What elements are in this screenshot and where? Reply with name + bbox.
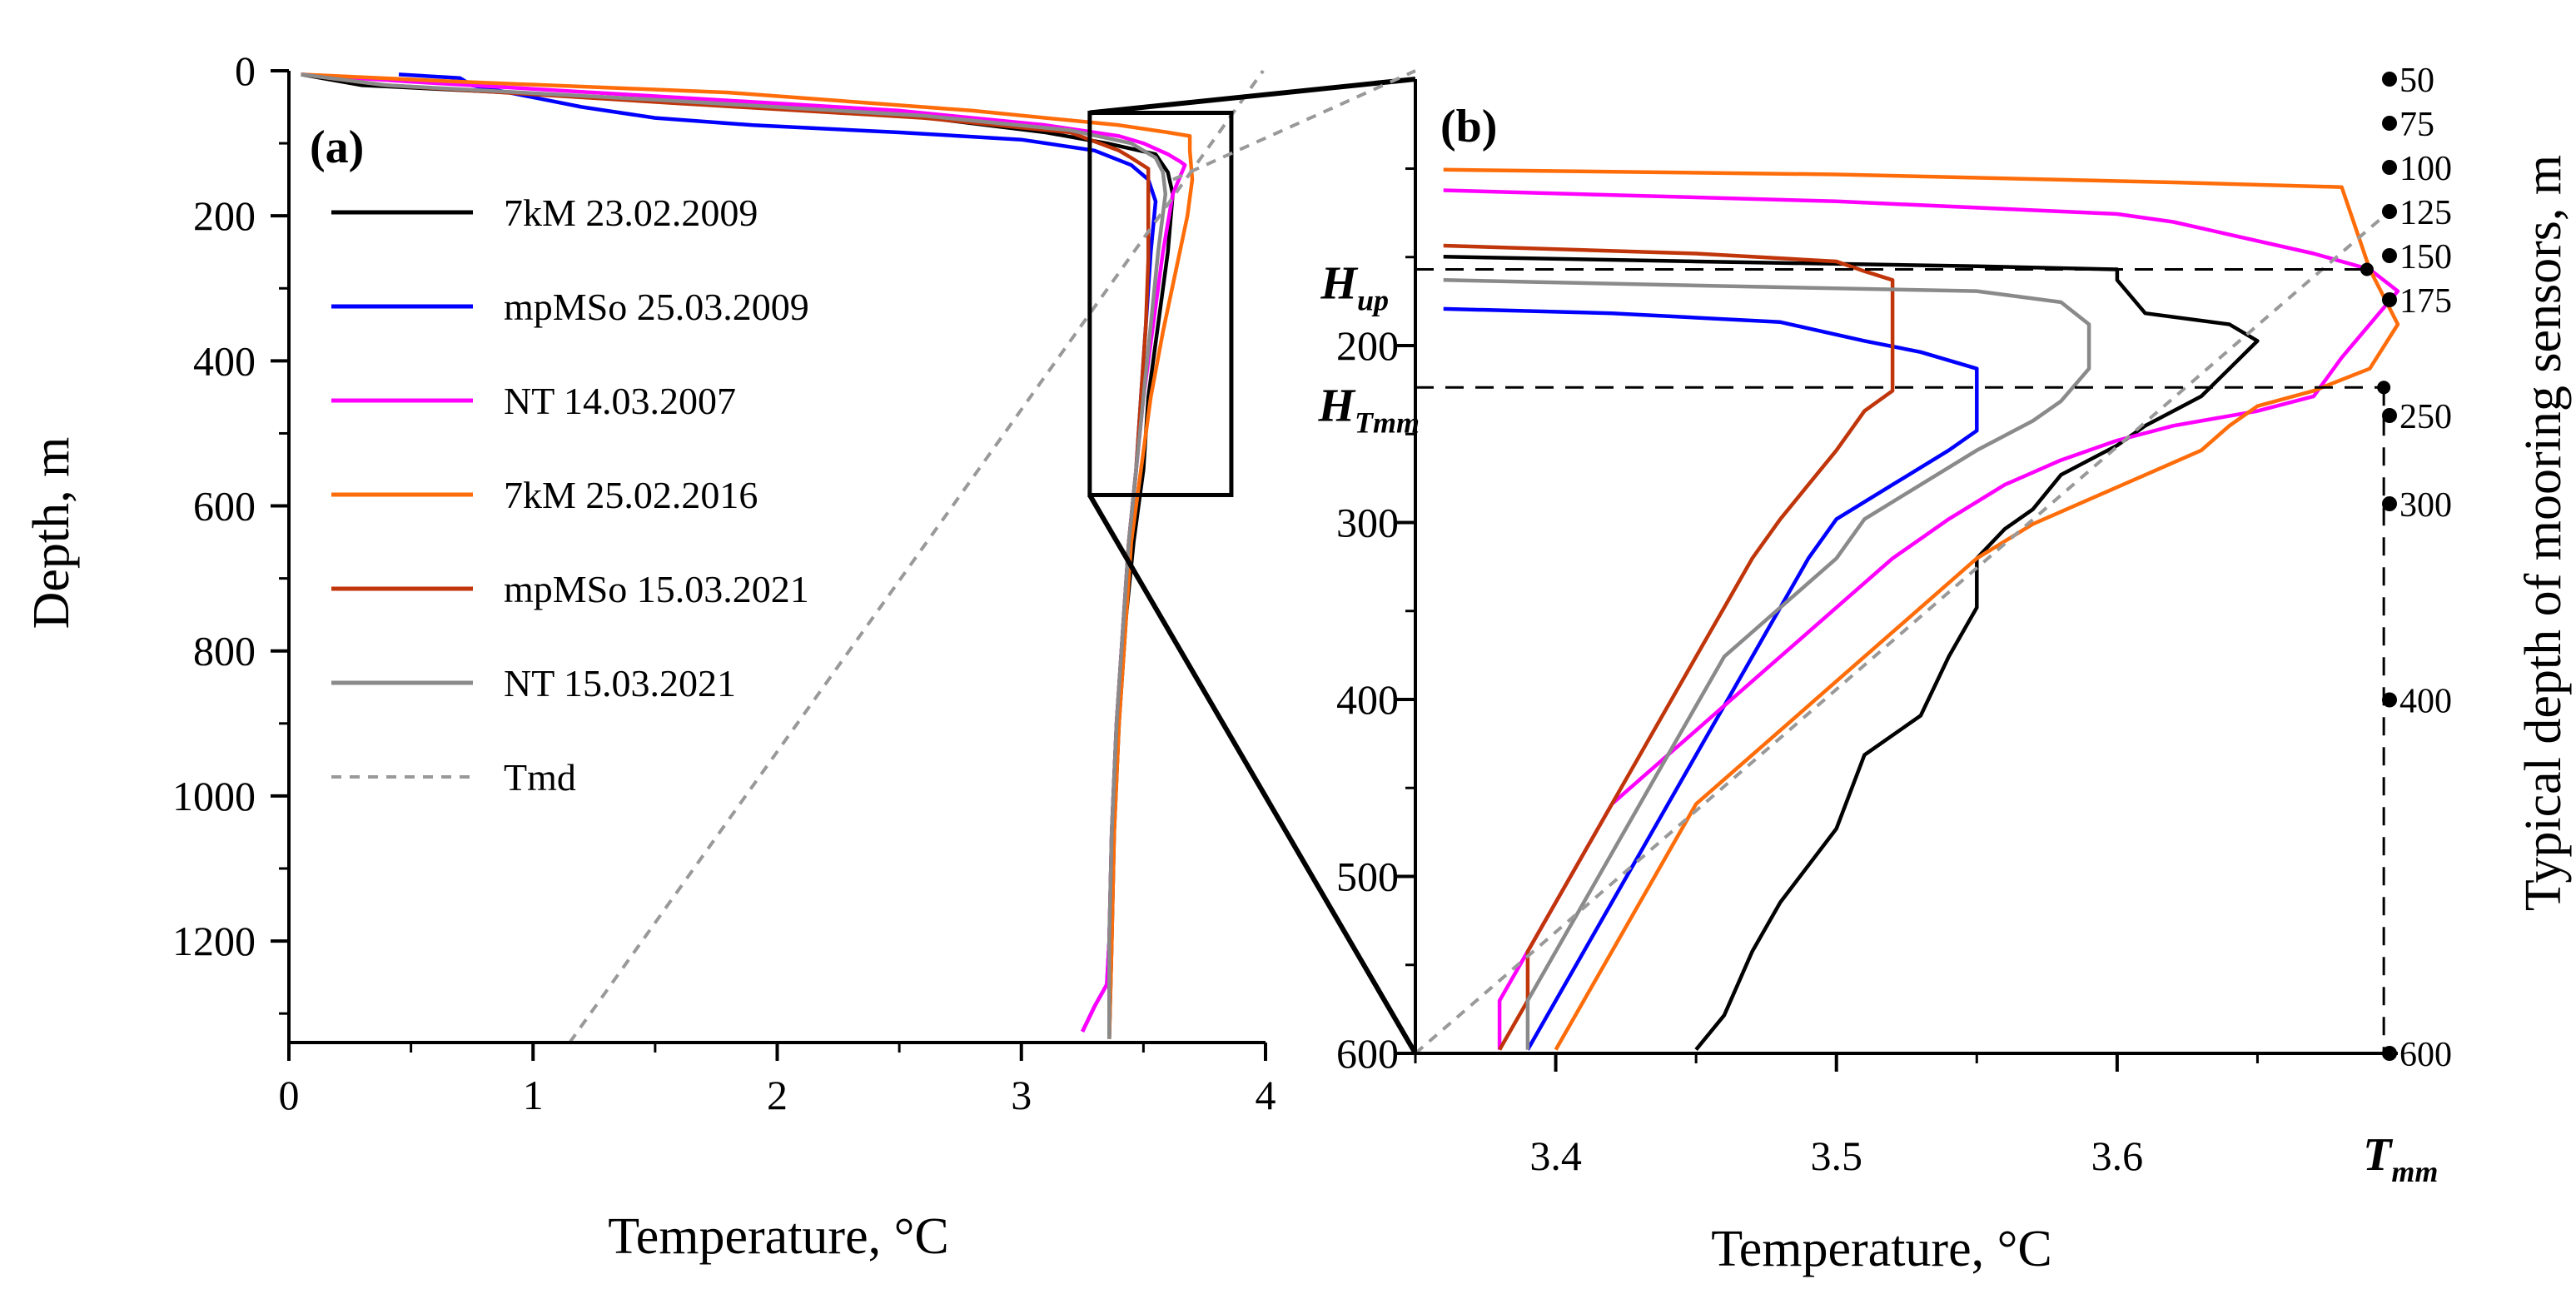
series-line-1 bbox=[1443, 306, 1979, 1051]
panel-b-annotations: Hup HTmm Tmm bbox=[1317, 258, 2438, 1189]
series-line-3 bbox=[1443, 167, 2400, 1051]
y-tick-label: 800 bbox=[193, 628, 256, 674]
zoom-connector-bottom bbox=[1087, 493, 1418, 1055]
sensor-dot bbox=[2382, 496, 2397, 511]
marker-point bbox=[2377, 381, 2391, 395]
legend-label: Tmd bbox=[504, 756, 576, 799]
t-mm-label: Tmm bbox=[2363, 1129, 2438, 1188]
sensor-depth-label: 125 bbox=[2399, 194, 2452, 232]
panel-a-y-axis-title: Depth, m bbox=[23, 437, 80, 630]
h-tmm-label: HTmm bbox=[1317, 380, 1420, 439]
panel-b: Hup HTmm Tmm 3.4 3.5 3.6 200 300 400 500 600 (b)… bbox=[1172, 62, 2572, 1277]
sensor-dot bbox=[2382, 248, 2397, 263]
series-line-2 bbox=[1443, 188, 2400, 1050]
sensor-depth-label: 600 bbox=[2399, 1036, 2452, 1074]
sensor-dot bbox=[2382, 292, 2397, 307]
sensor-depth-label: 175 bbox=[2399, 282, 2452, 321]
series-line-3 bbox=[301, 72, 1195, 1039]
y-tick-label: 300 bbox=[1336, 500, 1399, 546]
sensor-dot bbox=[2382, 408, 2397, 423]
panel-a-x-ticks: 0 1 2 3 4 bbox=[279, 1043, 1276, 1118]
x-tick-label: 3.4 bbox=[1529, 1132, 1582, 1179]
y-tick-label: 600 bbox=[193, 483, 256, 530]
panel-b-x-ticks: 3.4 3.5 3.6 bbox=[1414, 1053, 2259, 1179]
y-tick-label: 200 bbox=[1336, 322, 1399, 369]
y-tick-label: 500 bbox=[1336, 854, 1399, 900]
y-tick-label: 400 bbox=[193, 337, 256, 384]
series-line-5 bbox=[1443, 278, 2091, 1050]
series-line-6 bbox=[568, 69, 1265, 1044]
marker-point bbox=[2360, 262, 2374, 276]
panel-b-right-axis-title: Typical depth of mooring sensors, m bbox=[2515, 155, 2572, 911]
sensor-depth-label: 100 bbox=[2399, 150, 2452, 188]
legend-label: NT 14.03.2007 bbox=[504, 380, 736, 422]
x-tick-label: 3 bbox=[1011, 1072, 1032, 1118]
sensor-depth-label: 150 bbox=[2399, 238, 2452, 276]
sensor-depth-label: 300 bbox=[2399, 486, 2452, 525]
sensor-dot bbox=[2382, 692, 2397, 708]
series-line-5 bbox=[301, 72, 1168, 1039]
x-tick-label: 4 bbox=[1256, 1072, 1276, 1118]
panel-b-x-axis-title: Temperature, °C bbox=[1711, 1221, 2052, 1277]
legend-label: 7kM 25.02.2016 bbox=[504, 474, 758, 516]
zoom-box bbox=[1087, 111, 1234, 497]
panel-a-series bbox=[301, 69, 1265, 1044]
y-tick-label: 1000 bbox=[172, 773, 256, 819]
sensor-dot bbox=[2382, 204, 2397, 219]
sensor-depth-label: 75 bbox=[2399, 106, 2434, 144]
x-tick-label: 3.6 bbox=[2091, 1132, 2144, 1179]
series-line-0 bbox=[1443, 255, 2260, 1052]
tmd-connector bbox=[1172, 69, 1416, 182]
y-tick-label: 200 bbox=[193, 192, 256, 239]
sensor-dot bbox=[2382, 72, 2397, 87]
y-tick-label: 0 bbox=[235, 47, 256, 94]
legend-label: mpMSo 25.03.2009 bbox=[504, 286, 809, 328]
legend-label: mpMSo 15.03.2021 bbox=[504, 568, 809, 610]
legend-label: NT 15.03.2021 bbox=[504, 662, 736, 704]
legend: 7kM 23.02.2009 mpMSo 25.03.2009 NT 14.03.2… bbox=[331, 192, 809, 799]
sensor-depth-label: 250 bbox=[2399, 398, 2452, 436]
zoom-connector-top bbox=[1089, 77, 1416, 116]
y-tick-label: 1200 bbox=[172, 918, 256, 964]
panel-b-series bbox=[1172, 69, 2400, 1055]
series-line-4 bbox=[1443, 243, 1895, 1051]
panel-a-label: (a) bbox=[310, 122, 364, 173]
series-line-6 bbox=[1414, 202, 2399, 1055]
x-tick-label: 3.5 bbox=[1810, 1132, 1862, 1179]
x-tick-label: 2 bbox=[767, 1072, 788, 1118]
y-tick-label: 600 bbox=[1336, 1030, 1399, 1077]
h-up-label: Hup bbox=[1320, 258, 1389, 317]
sensor-depth-markers: 50 75 100 125 150 175 250 300 400 600 bbox=[2382, 62, 2452, 1074]
sensor-depth-label: 50 bbox=[2399, 62, 2434, 100]
sensor-dot bbox=[2382, 1046, 2397, 1061]
sensor-dot bbox=[2382, 160, 2397, 175]
x-tick-label: 1 bbox=[523, 1072, 544, 1118]
sensor-depth-label: 400 bbox=[2399, 683, 2452, 721]
x-tick-label: 0 bbox=[279, 1072, 300, 1118]
legend-label: 7kM 23.02.2009 bbox=[504, 192, 758, 234]
panel-b-label: (b) bbox=[1440, 101, 1497, 152]
panel-a: 0 1 2 3 4 0 200 400 600 800 1000 1200 (a) Temperat… bbox=[23, 47, 1276, 1265]
y-tick-label: 400 bbox=[1336, 676, 1399, 723]
panel-a-y-ticks: 0 200 400 600 800 1000 1200 bbox=[172, 47, 289, 1015]
panel-a-x-axis-title: Temperature, °C bbox=[608, 1208, 949, 1265]
sensor-dot bbox=[2382, 116, 2397, 131]
panel-b-y-ticks: 200 300 400 500 600 bbox=[1336, 167, 1415, 1077]
